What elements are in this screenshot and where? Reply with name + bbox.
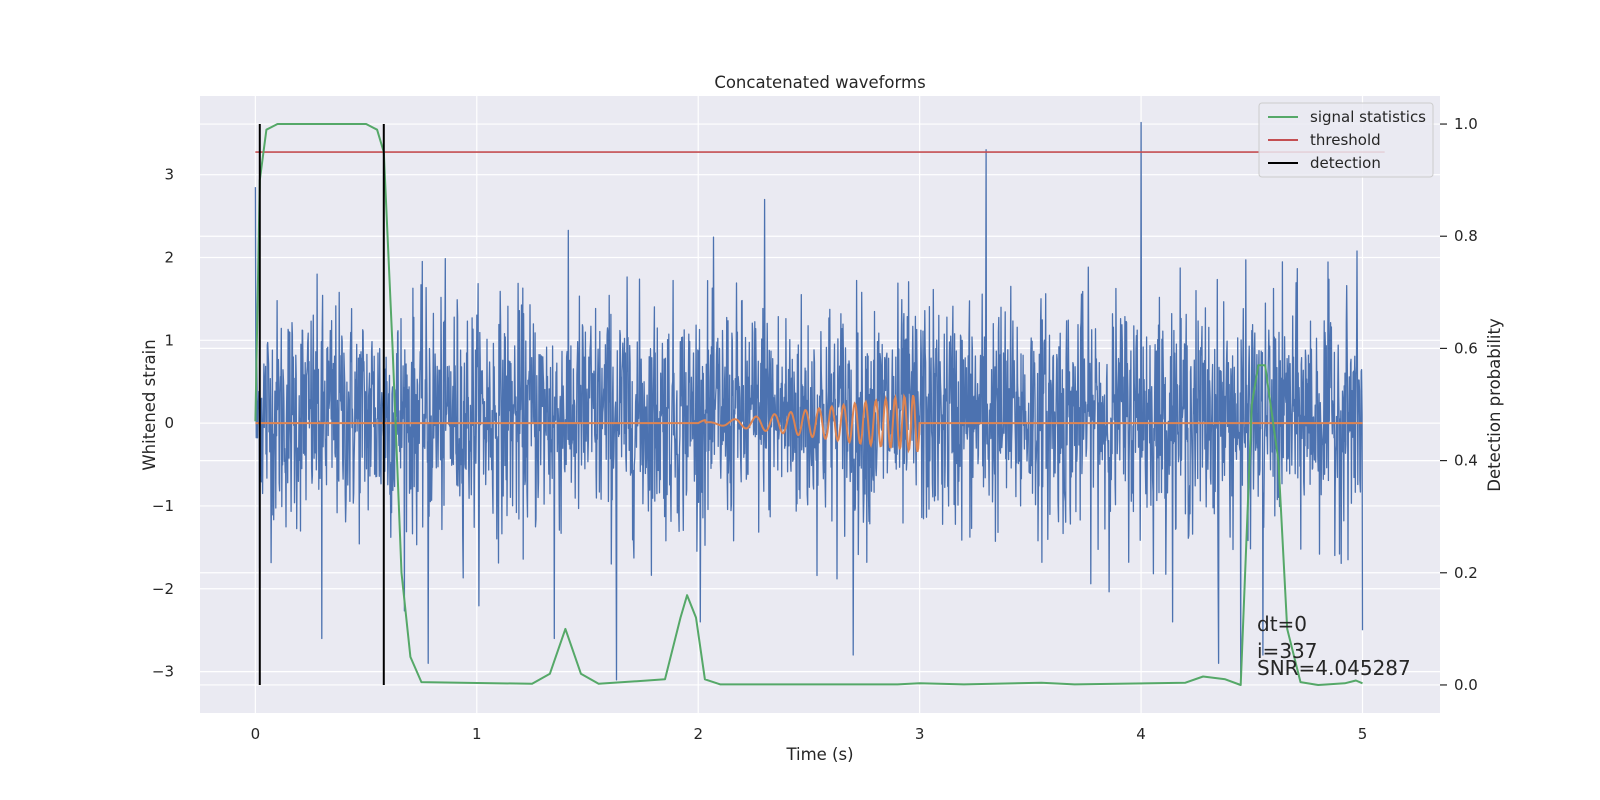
x-axis-label: Time (s) — [785, 745, 853, 764]
right-tick-label: 0.8 — [1454, 227, 1478, 245]
chart-title: Concatenated waveforms — [714, 73, 925, 92]
y-axis-label: Whitened strain — [140, 339, 159, 470]
annotation-snr: SNR=4.045287 — [1257, 656, 1411, 680]
right-tick-label: 1.0 — [1454, 115, 1478, 133]
injected-waveform-line — [255, 393, 1363, 454]
y-tick-label: 2 — [164, 248, 174, 266]
y-tick-label: −2 — [152, 580, 174, 598]
legend-label-detection: detection — [1310, 154, 1381, 172]
right-tick-label: 0.2 — [1454, 564, 1478, 582]
annotation-dt: dt=0 — [1257, 612, 1307, 636]
right-axis-label: Detection probability — [1485, 318, 1504, 492]
signal-statistics-line — [254, 123, 1363, 686]
right-tick-label: 0.4 — [1454, 452, 1478, 470]
y-tick-label: 0 — [164, 414, 174, 432]
y-tick-label: −3 — [152, 663, 174, 681]
x-tick-label: 4 — [1136, 725, 1146, 743]
legend: signal statistics threshold detection — [1258, 102, 1434, 178]
x-tick-label: 1 — [472, 725, 482, 743]
y-tick-label: 3 — [164, 166, 174, 184]
legend-box — [1258, 102, 1434, 178]
x-tick-label: 2 — [693, 725, 703, 743]
right-axis-ticks: 0.0 0.2 0.4 0.6 0.8 1.0 — [1440, 115, 1478, 694]
right-tick-label: 0.0 — [1454, 676, 1478, 694]
y-tick-label: −1 — [152, 497, 174, 515]
x-axis-ticks: 0 1 2 3 4 5 — [251, 725, 1368, 743]
x-tick-label: 5 — [1358, 725, 1368, 743]
legend-label-threshold: threshold — [1310, 131, 1381, 149]
y-axis-ticks: −3 −2 −1 0 1 2 3 — [152, 166, 174, 681]
y-tick-label: 1 — [164, 331, 174, 349]
x-tick-label: 3 — [915, 725, 925, 743]
annotation-index: i=337 — [1257, 639, 1318, 663]
right-tick-label: 0.6 — [1454, 339, 1478, 357]
x-tick-label: 0 — [251, 725, 261, 743]
legend-label-signal-statistics: signal statistics — [1310, 108, 1426, 126]
detection-lines — [258, 124, 385, 685]
